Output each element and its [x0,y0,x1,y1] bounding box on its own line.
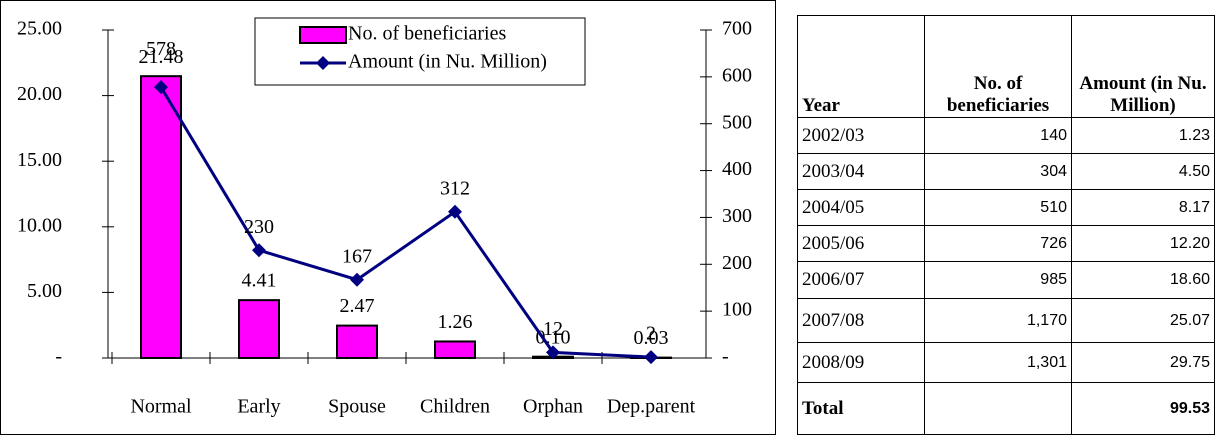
table-cell: 2006/07 [797,261,925,299]
total-empty [924,382,1072,435]
table-row: 2005/06 726 12.20 [797,225,1215,262]
table-cell: 140 [924,117,1072,154]
table-cell: 2008/09 [797,342,925,383]
total-label: Total [797,382,925,435]
table-cell: 985 [924,261,1072,299]
x-tick-label: Spouse [328,396,386,418]
bar [434,340,476,360]
table-cell: 1,301 [924,342,1072,383]
y2-tick-label: 600 [722,64,752,86]
header-row: Year No. of beneficiaries Amount (in Nu. M… [797,15,1215,118]
line-value-label: 2 [646,323,656,345]
table-cell: 2003/04 [797,153,925,190]
y2-tick-label: 300 [722,205,752,227]
table-cell: 2007/08 [797,298,925,343]
y-tick-label: 10.00 [17,214,62,236]
y-tick-label: 20.00 [17,83,62,105]
header-cell: Year [797,15,925,118]
table-row: 2002/03 140 1.23 [797,117,1215,154]
line-value-label: 578 [146,38,176,60]
line-marker [252,243,266,258]
line-marker [644,350,658,365]
table-cell: 2004/05 [797,189,925,226]
data-table: Year No. of beneficiaries Amount (in Nu. M… [797,15,1215,435]
table-row: 2006/07 985 18.60 [797,261,1215,299]
y-tick-label: - [55,346,62,368]
table-cell: 304 [924,153,1072,190]
x-tick-label: Early [237,396,280,418]
y2-tick-label: 200 [722,252,752,274]
header-cell: Amount (in Nu. Million) [1071,15,1215,118]
y2-tick-label: 500 [722,111,752,133]
y2-tick-label: 700 [722,18,752,40]
legend-label: Amount (in Nu. Million) [348,51,547,73]
bar-value-label: 21.48 [139,46,184,68]
chart: - 5.00 10.00 15.00 20.00 25.00 - 100 200 300 400 50… [0,0,776,435]
table-cell: 726 [924,225,1072,262]
line-value-label: 312 [440,177,470,199]
table-cell: 18.60 [1071,261,1215,299]
y2-tick-label: 100 [722,299,752,321]
bar [336,324,378,359]
table-cell: 1,170 [924,298,1072,343]
table-cell: 25.07 [1071,298,1215,343]
line-marker [350,272,364,287]
y-tick-label: 25.00 [17,18,62,40]
table-row: 2007/08 1,170 25.07 [797,298,1215,343]
table-row: 2004/05 510 8.17 [797,189,1215,226]
table-row: 2008/09 1,301 29.75 [797,342,1215,383]
table-cell: 2005/06 [797,225,925,262]
legend-marker [316,56,330,70]
line-marker [154,80,168,95]
bar-value-label: 1.26 [438,311,473,333]
y2-tick-label: - [722,346,729,368]
line-value-label: 230 [244,216,274,238]
table-cell: 510 [924,189,1072,226]
table-cell: 8.17 [1071,189,1215,226]
table-cell: 2002/03 [797,117,925,154]
line-value-label: 167 [342,245,372,267]
line-marker [448,204,462,219]
x-tick-label: Dep.parent [607,396,696,418]
y-tick-label: 5.00 [27,280,62,302]
table-cell: 12.20 [1071,225,1215,262]
table-cell: 29.75 [1071,342,1215,383]
table-row: 2003/04 304 4.50 [797,153,1215,190]
line [159,86,652,359]
line-value-label: 12 [543,318,563,340]
bar-value-label: 2.47 [340,295,375,317]
header-cell: No. of beneficiaries [924,15,1072,118]
bar [238,299,280,360]
x-tick-label: Orphan [523,396,583,418]
y2-tick-label: 400 [722,158,752,180]
y-tick-label: 15.00 [17,149,62,171]
bar-value-label: 0.03 [634,327,669,349]
bar-value-label: 0.10 [536,326,571,348]
bar [140,75,182,359]
table-cell: 4.50 [1071,153,1215,190]
table-cell: 1.23 [1071,117,1215,154]
x-tick-label: Children [420,396,490,418]
legend-swatch [299,26,347,44]
total-row: Total 99.53 [797,382,1215,435]
total-amount: 99.53 [1071,382,1215,435]
bar-value-label: 4.41 [242,270,277,292]
x-tick-label: Normal [130,396,192,418]
legend-label: No. of beneficiaries [348,23,506,45]
line-marker [546,345,560,360]
